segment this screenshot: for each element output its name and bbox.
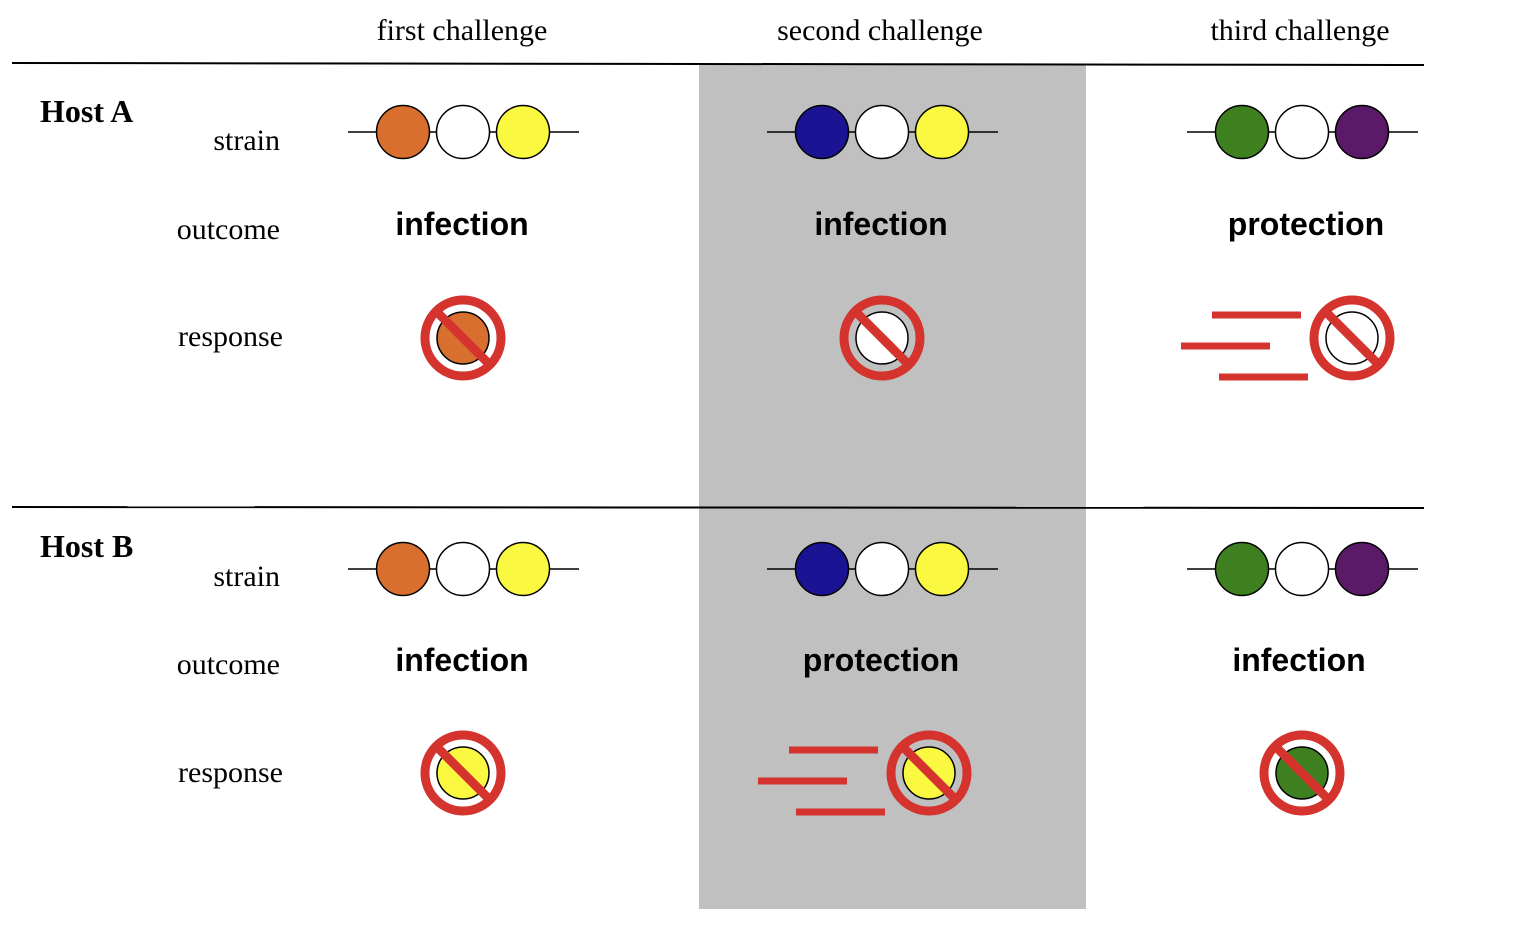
- prohibition-ring-icon: [886, 730, 972, 816]
- host-a-strain-label: strain: [213, 124, 280, 157]
- strain-circle-purple: [1334, 541, 1390, 597]
- host-a-outcome-2: infection: [814, 206, 947, 242]
- host-b-outcome-2: protection: [803, 642, 959, 678]
- strain-circle-white: [435, 541, 491, 597]
- host-a-response-label: response: [178, 320, 283, 353]
- host-a-label: Host A: [40, 93, 133, 129]
- prohibition-slash-icon: [899, 743, 959, 803]
- strain-circle-white: [1274, 541, 1330, 597]
- header-separator-line: [11, 62, 1425, 66]
- strain-circle-yellow: [495, 104, 551, 160]
- strain-circle-orange: [375, 104, 431, 160]
- prohibition-slash-icon: [852, 308, 912, 368]
- strain-circle-white: [435, 104, 491, 160]
- host-b-response-label: response: [178, 756, 283, 789]
- host-a-outcome-1: infection: [395, 206, 528, 242]
- column-header-third-challenge: third challenge: [1210, 14, 1389, 47]
- host-b-label: Host B: [40, 528, 133, 564]
- strain-circle-yellow: [914, 541, 970, 597]
- prohibition-ring-icon: [1259, 730, 1345, 816]
- strain-circle-yellow: [914, 104, 970, 160]
- strains-and-responses: [348, 104, 1418, 816]
- host-a-outcome-label: outcome: [177, 213, 280, 246]
- prohibition-ring-icon: [420, 295, 506, 381]
- host-b-strain-label: strain: [213, 560, 280, 593]
- strain-circle-green: [1214, 104, 1270, 160]
- prohibition-slash-icon: [1272, 743, 1332, 803]
- strain-circle-orange: [375, 541, 431, 597]
- strain-circle-white: [854, 541, 910, 597]
- prohibition-slash-icon: [1322, 308, 1382, 368]
- prohibition-ring-icon: [1309, 295, 1395, 381]
- host-b-outcome-label: outcome: [177, 648, 280, 681]
- prohibition-ring-icon: [420, 730, 506, 816]
- strain-circle-green: [1214, 541, 1270, 597]
- host-a-outcome-3: protection: [1228, 206, 1384, 242]
- strain-circle-white: [1274, 104, 1330, 160]
- strain-circle-blue: [794, 541, 850, 597]
- column-header-second-challenge: second challenge: [777, 14, 983, 47]
- host-separator-line: [11, 506, 1425, 509]
- strain-circle-white: [854, 104, 910, 160]
- prohibition-slash-icon: [433, 743, 493, 803]
- strain-circle-yellow: [495, 541, 551, 597]
- host-b-outcome-1: infection: [395, 642, 528, 678]
- strain-circle-blue: [794, 104, 850, 160]
- strain-circle-purple: [1334, 104, 1390, 160]
- prohibition-slash-icon: [433, 308, 493, 368]
- column-header-first-challenge: first challenge: [377, 14, 548, 47]
- host-b-outcome-3: infection: [1232, 642, 1365, 678]
- prohibition-ring-icon: [839, 295, 925, 381]
